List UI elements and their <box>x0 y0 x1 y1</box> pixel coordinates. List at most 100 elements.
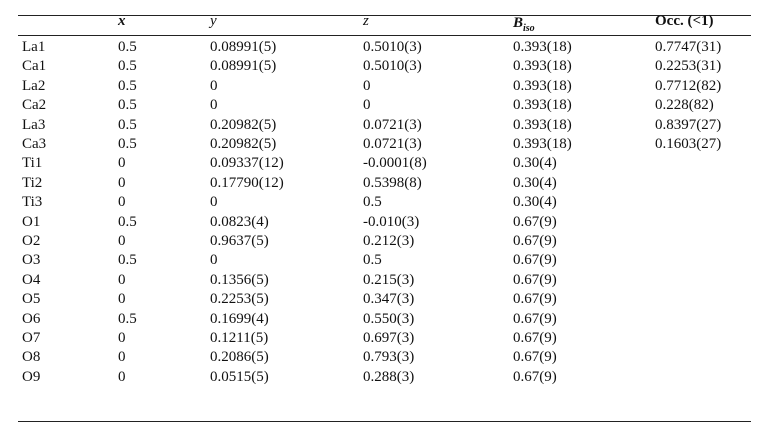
header-main: B <box>513 15 524 31</box>
table-cell: 0.67(9) <box>513 310 557 327</box>
table-cell: 0.5 <box>118 136 137 152</box>
table-cell: 0.215(3) <box>363 271 415 288</box>
table-cell: 0.67(9) <box>513 252 557 269</box>
table-cell: 0 <box>118 330 126 346</box>
table-cell: 0.08991(5) <box>210 39 277 55</box>
row-label: Ca1 <box>22 58 47 75</box>
table-cell: 0.08991(5) <box>210 58 277 75</box>
table-cell: 0.1699(4) <box>210 310 269 327</box>
table-cell: 0.5010(3) <box>363 39 422 55</box>
table-cell: 0.8397(27) <box>655 116 722 133</box>
table-cell: 0 <box>118 174 126 191</box>
table-cell: 0.0515(5) <box>210 368 269 385</box>
table-cell: 0.347(3) <box>363 291 415 308</box>
table-cell: 0 <box>363 97 371 114</box>
table-cell: 0.5 <box>118 116 137 133</box>
row-label: O1 <box>22 213 41 230</box>
table-cell: 0.2253(5) <box>210 291 269 308</box>
table-cell: 0.212(3) <box>363 233 415 249</box>
table-cell: -0.0001(8) <box>363 155 427 172</box>
table-cell: 0.67(9) <box>513 233 557 249</box>
row-label: O5 <box>22 291 41 308</box>
table-cell: 0 <box>118 194 126 211</box>
table-cell: 0.1603(27) <box>655 136 722 152</box>
header-cell: x <box>118 13 126 29</box>
header-cell: Occ. (<1) <box>655 13 714 29</box>
table-cell: 0 <box>210 77 218 94</box>
table-cell: 0.393(18) <box>513 58 572 75</box>
table-cell: 0 <box>118 291 126 308</box>
table-cell: 0.793(3) <box>363 349 415 366</box>
row-label: O9 <box>22 368 41 385</box>
table-cell: 0.20982(5) <box>210 136 277 152</box>
header-sub: iso <box>523 23 535 34</box>
table-cell: 0.393(18) <box>513 77 572 94</box>
table-cell: 0 <box>210 194 218 211</box>
table-cell: 0 <box>118 233 126 249</box>
table-cell: 0.5 <box>118 77 137 94</box>
row-label: O7 <box>22 330 41 346</box>
table-cell: 0.2253(31) <box>655 58 722 75</box>
table-cell: 0.5 <box>363 252 382 269</box>
row-label: La1 <box>22 39 46 55</box>
table-cell: 0 <box>118 349 126 366</box>
table-cell: 0.30(4) <box>513 155 557 172</box>
header-rule <box>18 35 751 36</box>
table-cell: 0.67(9) <box>513 330 557 346</box>
table-cell: 0 <box>118 368 126 385</box>
table-cell: 0.67(9) <box>513 213 557 230</box>
table-cell: 0.09337(12) <box>210 155 284 172</box>
table-cell: 0.67(9) <box>513 349 557 366</box>
table-cell: 0.67(9) <box>513 291 557 308</box>
top-rule <box>18 15 751 17</box>
table-cell: 0.1356(5) <box>210 271 269 288</box>
table-cell: 0.9637(5) <box>210 233 269 249</box>
table-cell: 0.0823(4) <box>210 213 269 230</box>
table-cell: 0.67(9) <box>513 368 557 385</box>
row-label: O3 <box>22 252 41 269</box>
row-label: O2 <box>22 233 41 249</box>
table-cell: 0.1211(5) <box>210 330 269 346</box>
table-cell: 0.393(18) <box>513 97 572 114</box>
table-cell: -0.010(3) <box>363 213 420 230</box>
row-label: La3 <box>22 116 46 133</box>
table-cell: 0.20982(5) <box>210 116 277 133</box>
table-cell: 0.5 <box>118 97 137 114</box>
table-cell: 0.550(3) <box>363 310 415 327</box>
table-cell: 0.5 <box>118 213 137 230</box>
table-cell: 0.393(18) <box>513 136 572 152</box>
table-cell: 0.5010(3) <box>363 58 422 75</box>
header-cell: y <box>210 13 217 29</box>
table-cell: 0.288(3) <box>363 368 415 385</box>
table-cell: 0.17790(12) <box>210 174 284 191</box>
row-label: Ti2 <box>22 174 43 191</box>
row-label: Ca3 <box>22 136 47 152</box>
bottom-rule <box>18 421 751 423</box>
table-cell: 0.228(82) <box>655 97 714 114</box>
row-label: Ti3 <box>22 194 43 211</box>
table-cell: 0.697(3) <box>363 330 415 346</box>
header-cell: Biso <box>513 14 535 38</box>
table-cell: 0 <box>210 97 218 114</box>
table-cell: 0.5398(8) <box>363 174 422 191</box>
row-label: Ca2 <box>22 97 47 114</box>
table-cell: 0.67(9) <box>513 271 557 288</box>
table-cell: 0 <box>118 271 126 288</box>
row-label: La2 <box>22 77 46 94</box>
table-cell: 0.393(18) <box>513 116 572 133</box>
table-cell: 0 <box>210 252 218 269</box>
table-cell: 0 <box>363 77 371 94</box>
row-label: O6 <box>22 310 41 327</box>
table-cell: 0.5 <box>118 310 137 327</box>
table-cell: 0.5 <box>118 39 137 55</box>
table-cell: 0.393(18) <box>513 39 572 55</box>
row-label: O8 <box>22 349 41 366</box>
table-cell: 0.2086(5) <box>210 349 269 366</box>
table-cell: 0.5 <box>118 252 137 269</box>
header-cell: z <box>363 13 369 29</box>
row-label: Ti1 <box>22 155 43 172</box>
table-cell: 0 <box>118 155 126 172</box>
table-cell: 0.30(4) <box>513 194 557 211</box>
table-cell: 0.30(4) <box>513 174 557 191</box>
